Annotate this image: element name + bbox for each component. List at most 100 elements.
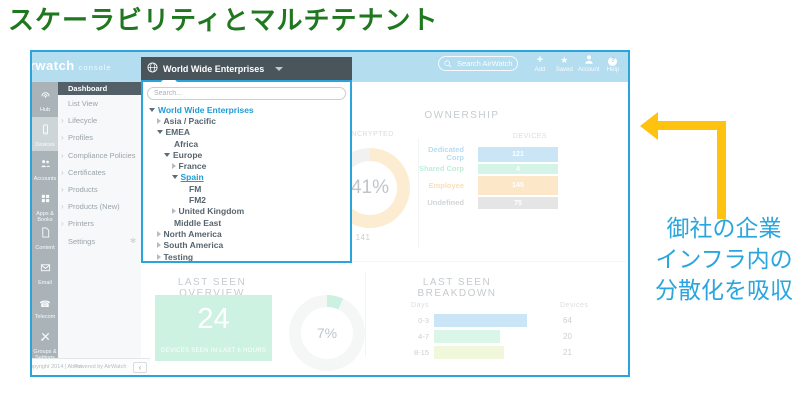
menu-item-certificates[interactable]: › Certificates [58, 164, 141, 181]
tree-item-africa[interactable]: Africa [143, 138, 350, 149]
sidebar-item-telecom[interactable]: ☎ Telecom [32, 289, 58, 324]
expand-arrow-icon[interactable] [164, 152, 170, 157]
plus-icon: + [536, 54, 544, 66]
ownership-label: Shared Corp [418, 164, 464, 173]
devices-menu: Dashboard List View › Lifecycle › Profiles › Co… [58, 82, 141, 358]
menu-item-products[interactable]: › Products [58, 181, 141, 198]
gear-icon: ✻ [130, 238, 136, 246]
menu-item-profiles[interactable]: › Profiles [58, 129, 141, 146]
chevron-right-icon: › [61, 219, 64, 229]
tree-item-label: France [178, 161, 207, 172]
divider [143, 261, 626, 262]
menu-item-label: Printers [68, 219, 94, 229]
menu-item-products-new[interactable]: › Products (New) [58, 198, 141, 215]
search-input[interactable] [455, 58, 517, 69]
tree-item-europe[interactable]: Europe [143, 149, 350, 160]
last-seen-overview-title: LAST SEEN OVERVIEW [177, 277, 247, 299]
header-action-saved[interactable]: ★ Saved [553, 54, 575, 80]
collapse-arrow-icon[interactable] [156, 242, 161, 249]
tree-item-label: World Wide Enterprises [158, 104, 254, 115]
menu-item-dashboard[interactable]: Dashboard [58, 82, 141, 95]
tree-item-north-america[interactable]: North America [143, 228, 350, 239]
tree-item-south-america[interactable]: South America [143, 240, 350, 251]
menu-item-label: Compliance Policies [68, 150, 136, 160]
menu-item-compliance-policies[interactable]: › Compliance Policies [58, 147, 141, 164]
console-screenshot: airwatchconsole +Add ★ Saved Account?Help W… [30, 50, 630, 377]
org-group-search-input[interactable] [147, 87, 346, 100]
breakdown-row: 4-7 20 [392, 330, 622, 343]
collapse-arrow-icon[interactable] [156, 117, 161, 124]
chevron-right-icon: › [61, 202, 64, 212]
menu-item-label: Dashboard [68, 84, 108, 93]
tree-item-label: Testing [163, 251, 194, 262]
collapse-arrow-icon[interactable] [156, 253, 161, 260]
ownership-row: Dedicated Corp 121 [418, 146, 558, 162]
expand-arrow-icon[interactable] [171, 175, 178, 180]
sidebar-item-accounts[interactable]: Accounts [32, 151, 58, 186]
sidebar-item-email[interactable]: Email [32, 255, 58, 290]
sidebar-item-label: Telecom [34, 314, 56, 320]
divider [365, 272, 366, 357]
breakdown-bar [434, 314, 527, 327]
copyright-text: Copyright 2014 | About [32, 364, 82, 370]
tree-item-united-kingdom[interactable]: United Kingdom [143, 206, 350, 217]
logo-suffix: console [78, 63, 112, 72]
sidebar-item-content[interactable]: Content [32, 220, 58, 255]
tree-item-asia-pacific[interactable]: Asia / Pacific [143, 115, 350, 126]
ownership-bar: 75 [478, 197, 558, 209]
org-group-selector[interactable]: World Wide Enterprises [141, 57, 352, 80]
header-action-add[interactable]: + Add [529, 54, 551, 80]
tree-item-label: North America [163, 228, 222, 239]
apps-icon [40, 191, 51, 209]
menu-item-printers[interactable]: › Printers [58, 215, 141, 232]
last-seen-donut-chart: 7% [289, 295, 365, 371]
sidebar-item-devices[interactable]: Devices [32, 116, 58, 151]
tree-item-fm[interactable]: FM [143, 183, 350, 194]
devices-seen-count: 24 [197, 303, 230, 335]
leaf-spacer [179, 200, 186, 201]
header-action-account[interactable]: Account [578, 54, 600, 80]
console-footer: Copyright 2014 | About Powered by AirWat… [32, 358, 150, 375]
sidebar-item-apps-books[interactable]: Apps & Books [32, 186, 58, 223]
tree-item-france[interactable]: France [143, 160, 350, 171]
menu-item-settings[interactable]: Settings ✻ [58, 233, 141, 250]
collapse-arrow-icon[interactable] [156, 230, 161, 237]
chevron-right-icon: › [61, 133, 64, 143]
ownership-title: OWNERSHIP [424, 110, 500, 121]
ownership-bar: 121 [478, 146, 558, 162]
tree-item-testing[interactable]: Testing [143, 251, 350, 262]
breakdown-bar [434, 330, 500, 343]
tree-item-label: EMEA [165, 127, 191, 138]
nav-rail: Hub Devices Accounts Apps & Books Content Ema… [32, 82, 58, 361]
tree-item-emea[interactable]: EMEA [143, 127, 350, 138]
user-icon [584, 54, 594, 66]
tree-item-middle-east[interactable]: Middle East [143, 217, 350, 228]
last-seen-breakdown-title: LAST SEEN BREAKDOWN [417, 277, 497, 299]
ownership-label: Undefined [427, 198, 464, 207]
collapse-sidebar-button[interactable]: ‹ [133, 362, 147, 373]
device-icon [40, 122, 51, 140]
ownership-chart: Dedicated Corp 121 Shared Corp 4 Employee 145… [418, 146, 558, 211]
tree-item-fm2[interactable]: FM2 [143, 194, 350, 205]
ownership-row: Shared Corp 4 [418, 164, 558, 174]
header-action-help[interactable]: ? Help [602, 54, 624, 80]
sidebar-item-label: Groups & Settings [33, 348, 57, 361]
tree-item-world-wide-enterprises[interactable]: World Wide Enterprises [143, 104, 350, 115]
menu-item-list-view[interactable]: List View [58, 95, 141, 112]
sidebar-item-groups-settings[interactable]: Groups & Settings [32, 324, 58, 361]
tree-item-spain[interactable]: Spain [143, 172, 350, 183]
global-search[interactable] [438, 56, 518, 71]
menu-item-lifecycle[interactable]: › Lifecycle [58, 112, 141, 129]
sidebar-item-label: Email [38, 279, 52, 286]
expand-arrow-icon[interactable] [149, 107, 155, 112]
ownership-bar: 4 [478, 164, 558, 174]
collapse-arrow-icon[interactable] [171, 208, 176, 215]
sidebar-item-hub[interactable]: Hub [32, 82, 58, 117]
accounts-icon [40, 156, 51, 174]
action-label: Saved [555, 67, 573, 73]
telecom-icon: ☎ [39, 299, 51, 309]
breakdown-value: 21 [563, 348, 572, 357]
expand-arrow-icon[interactable] [156, 130, 163, 135]
collapse-arrow-icon[interactable] [171, 163, 176, 170]
